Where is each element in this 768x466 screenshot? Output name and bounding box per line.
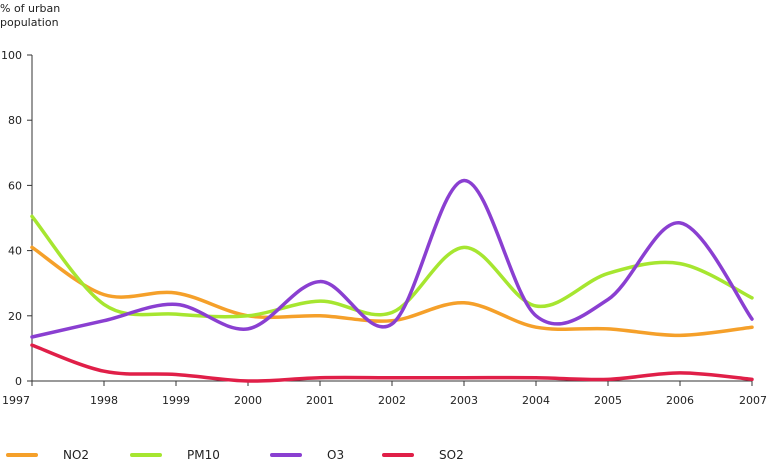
legend-label-o3: O3 xyxy=(327,448,344,462)
y-tick-label: 40 xyxy=(8,245,22,258)
x-tick-label: 1999 xyxy=(162,394,190,407)
x-tick-label: 1997 xyxy=(2,394,30,407)
y-tick-label: 100 xyxy=(1,49,22,62)
x-axis: 1997 1998 1999 2000 2001 2002 2003 2004 2005 2006… xyxy=(2,380,767,407)
x-tick-label: 1998 xyxy=(90,394,118,407)
y-tick-label: 20 xyxy=(8,310,22,323)
series-line-pm10 xyxy=(30,214,754,319)
x-tick-label: 2000 xyxy=(234,394,262,407)
x-tick-label: 2002 xyxy=(378,394,406,407)
y-axis-label-line-1: % of urban xyxy=(0,2,61,15)
legend-label-so2: SO2 xyxy=(439,448,464,462)
x-tick-label: 2004 xyxy=(522,394,550,407)
series-layer xyxy=(30,178,754,383)
x-tick-label: 2006 xyxy=(666,394,694,407)
x-tick-label: 2005 xyxy=(594,394,622,407)
x-tick-label: 2001 xyxy=(306,394,334,407)
y-tick-label: 0 xyxy=(15,375,22,388)
y-axis-label-line-2: population xyxy=(0,16,59,29)
y-tick-label: 60 xyxy=(8,179,22,192)
series-line-no2 xyxy=(30,245,754,338)
x-tick-label: 2003 xyxy=(450,394,478,407)
series-line-o3 xyxy=(30,178,754,339)
y-tick-label: 80 xyxy=(8,114,22,127)
series-line-so2 xyxy=(30,343,754,383)
x-tick-label: 2007 xyxy=(739,394,767,407)
legend-label-no2: NO2 xyxy=(63,448,89,462)
y-axis: 0 20 40 60 80 100 xyxy=(1,49,33,388)
legend-label-pm10: PM10 xyxy=(187,448,220,462)
legend: NO2 PM10 O3 SO2 xyxy=(6,448,464,462)
